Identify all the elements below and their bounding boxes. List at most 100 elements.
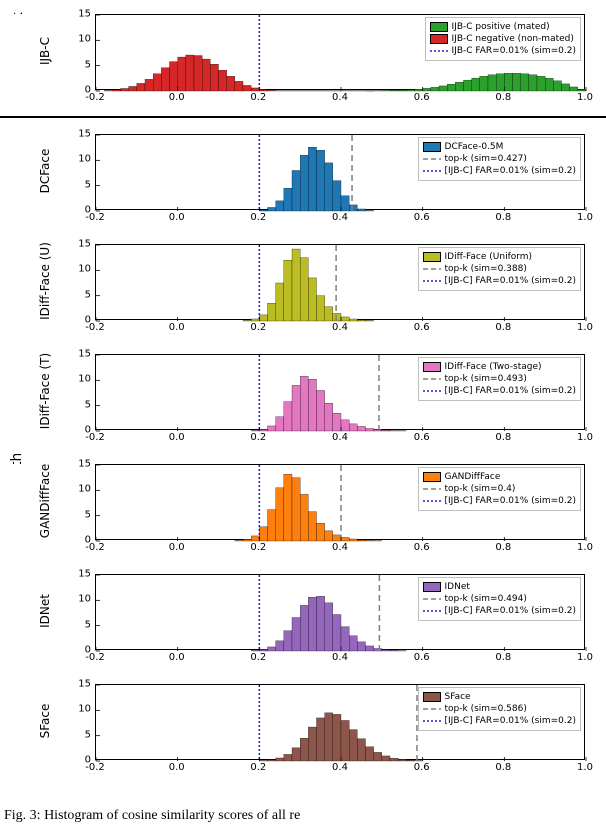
legend-label: top-k (sim=0.586) <box>445 704 527 714</box>
hist-bar <box>529 75 537 91</box>
x-tick-label: 1.0 <box>577 92 593 103</box>
y-tick-label: 10 <box>73 34 91 45</box>
y-tick-label: 0 <box>73 755 91 766</box>
hist-bar <box>349 539 357 541</box>
legend-row: IDiff-Face (Uniform) <box>423 251 576 263</box>
legend: IDNet top-k (sim=0.494) [IJB-C] FAR=0.01% … <box>418 577 581 621</box>
hist-bar <box>284 474 292 541</box>
hist-bar <box>333 413 341 431</box>
x-tick-label: 0.0 <box>169 762 185 773</box>
hist-bar <box>366 320 374 321</box>
hist-bar <box>259 429 267 431</box>
hist-bar <box>251 319 259 321</box>
hist-bar <box>219 70 227 91</box>
legend-row: SFace <box>423 691 576 703</box>
chart-panel-idnet: IDNet-0.20.00.20.40.60.81.0051015IDNetto… <box>0 574 606 674</box>
hist-bar <box>325 713 333 761</box>
legend-label: [IJB-C] FAR=0.01% (sim=0.2) <box>445 606 576 616</box>
hist-bar <box>578 89 586 91</box>
hist-bar <box>382 90 390 91</box>
y-tick-label: 0 <box>73 645 91 656</box>
hist-bar <box>357 642 365 651</box>
legend-label: top-k (sim=0.494) <box>445 594 527 604</box>
hist-bar <box>300 258 308 321</box>
hist-bar <box>227 76 235 91</box>
y-tick-label: 0 <box>73 205 91 216</box>
hist-bar <box>341 196 349 211</box>
legend-label: [IJB-C] FAR=0.01% (sim=0.2) <box>445 496 576 506</box>
hist-bar <box>357 426 365 431</box>
hist-bar <box>251 536 259 541</box>
legend-label: IDiff-Face (Two-stage) <box>445 362 542 372</box>
legend-label: IDNet <box>445 582 470 592</box>
y-tick-label: 15 <box>73 459 91 470</box>
hist-bar <box>268 207 276 211</box>
hist-bar <box>464 80 472 91</box>
x-tick-label: 0.2 <box>250 762 266 773</box>
legend-swatch <box>423 374 441 384</box>
legend-swatch <box>430 46 448 56</box>
hist-bar <box>317 296 325 321</box>
hist-bar <box>341 537 349 541</box>
legend-label: [IJB-C] FAR=0.01% (sim=0.2) <box>445 276 576 286</box>
hist-bar <box>268 426 276 431</box>
hist-bar <box>366 540 374 541</box>
hist-bar <box>259 760 267 761</box>
hist-bar <box>308 147 316 211</box>
legend-swatch <box>423 496 441 506</box>
hist-bar <box>276 283 284 321</box>
hist-bar <box>268 647 276 651</box>
y-tick-label: 5 <box>73 59 91 70</box>
legend-row: IJB-C negative (non-mated) <box>430 33 576 45</box>
hist-bar <box>374 429 382 431</box>
legend-label: IJB-C positive (mated) <box>452 22 550 32</box>
hist-bar <box>333 313 341 321</box>
hist-bar <box>276 641 284 651</box>
hist-bar <box>382 756 390 761</box>
hist-bar <box>268 90 276 91</box>
legend-label: IDiff-Face (Uniform) <box>445 252 533 262</box>
hist-bar <box>308 512 316 541</box>
hist-bar <box>235 81 243 91</box>
legend-swatch <box>423 484 441 494</box>
x-tick-label: 0.8 <box>495 762 511 773</box>
x-tick-label: 0.4 <box>332 92 348 103</box>
x-tick-label: 0.6 <box>414 212 430 223</box>
hist-bar <box>325 603 333 651</box>
legend-row: top-k (sim=0.4) <box>423 483 576 495</box>
y-tick-label: 0 <box>73 425 91 436</box>
hist-bar <box>325 307 333 321</box>
hist-bar <box>308 727 316 761</box>
x-tick-label: 0.2 <box>250 542 266 553</box>
hist-bar <box>292 249 300 321</box>
legend-row: [IJB-C] FAR=0.01% (sim=0.2) <box>423 385 576 397</box>
hist-bar <box>349 730 357 761</box>
legend: IDiff-Face (Two-stage)top-k (sim=0.493)[… <box>418 357 581 401</box>
y-tick-label: 15 <box>73 239 91 250</box>
legend-swatch <box>423 472 441 482</box>
legend: SFacetop-k (sim=0.586)[IJB-C] FAR=0.01% … <box>418 687 581 731</box>
legend-label: SFace <box>445 692 471 702</box>
hist-bar <box>194 56 202 91</box>
hist-bar <box>537 76 545 91</box>
hist-bar <box>570 87 578 91</box>
legend-row: [IJB-C] FAR=0.01% (sim=0.2) <box>423 165 576 177</box>
panel-ylabel: GANDiffFace <box>38 451 52 551</box>
legend-swatch <box>430 22 448 32</box>
hist-bar <box>406 90 414 91</box>
panel-ylabel: IJB-C <box>38 1 52 101</box>
hist-bar <box>276 417 284 431</box>
x-tick-label: 0.0 <box>169 542 185 553</box>
x-tick-label: 1.0 <box>577 432 593 443</box>
hist-bar <box>292 170 300 211</box>
y-tick-label: 15 <box>73 679 91 690</box>
hist-bar <box>170 62 178 91</box>
hist-bar <box>406 760 414 761</box>
x-tick-label: 1.0 <box>577 652 593 663</box>
x-tick-label: 1.0 <box>577 212 593 223</box>
x-tick-label: 0.2 <box>250 92 266 103</box>
chart-panel-dcface: DCFace-0.20.00.20.40.60.81.0051015DCFace… <box>0 134 606 234</box>
hist-bar <box>243 85 251 91</box>
y-tick-label: 15 <box>73 569 91 580</box>
hist-bar <box>357 320 365 321</box>
